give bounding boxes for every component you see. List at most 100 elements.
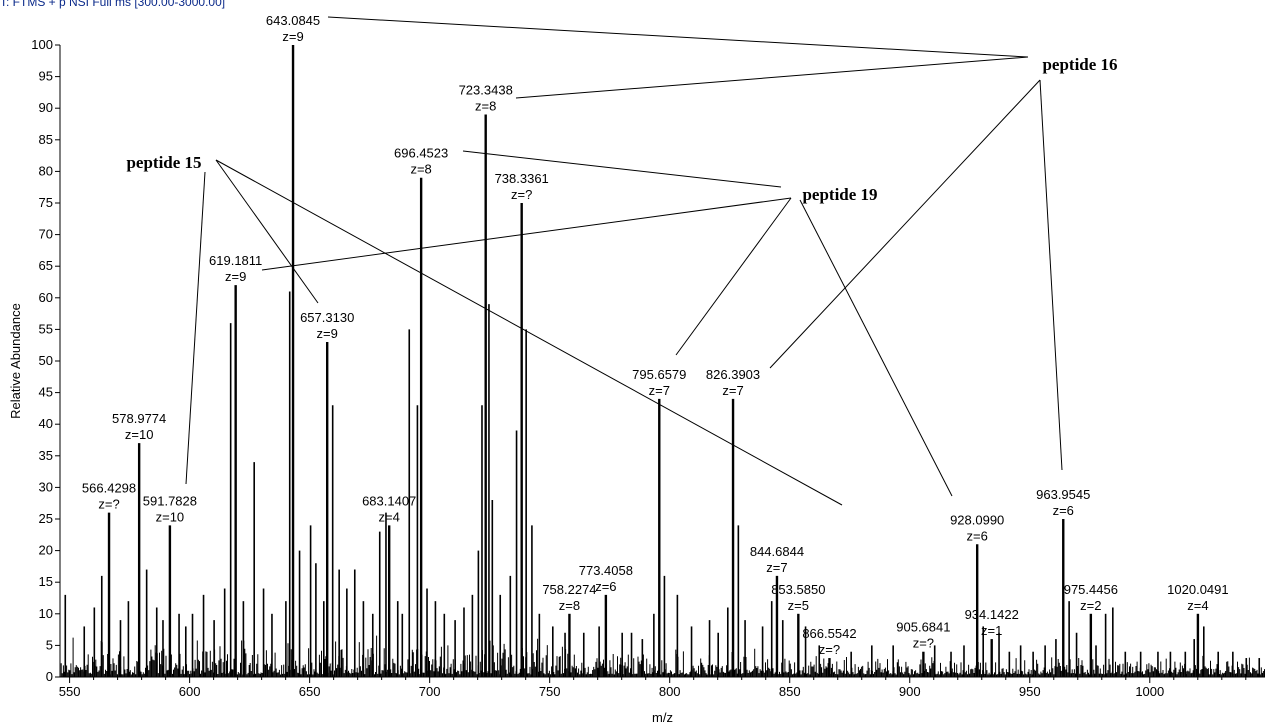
y-tick-label: 70: [39, 227, 53, 242]
y-tick-label: 60: [39, 290, 53, 305]
peak-mz-label: 844.6844: [750, 544, 804, 559]
peak-mz-label: 905.6841: [896, 620, 950, 635]
x-tick-label: 600: [179, 684, 201, 699]
peak-charge-label: z=8: [475, 99, 496, 114]
peptide-connector: [462, 150, 782, 188]
peak-mz-label: 853.5850: [771, 582, 825, 597]
peptide-connector: [327, 16, 1029, 58]
peak-charge-label: z=?: [913, 636, 934, 651]
x-axis-title: m/z: [652, 710, 673, 725]
peak-mz-label: 723.3438: [459, 83, 513, 98]
peak-mz-label: 657.3130: [300, 310, 354, 325]
peak-charge-label: z=4: [379, 509, 400, 524]
peptide-annotations: peptide 15 peptide 16 peptide 19: [126, 16, 1118, 506]
peak-mz-label: 963.9545: [1036, 487, 1090, 502]
y-tick-label: 75: [39, 195, 53, 210]
y-tick-label: 15: [39, 574, 53, 589]
y-tick-label: 20: [39, 543, 53, 558]
x-tick-label: 750: [539, 684, 561, 699]
peak-charge-label: z=1: [981, 623, 1002, 638]
peak-mz-label: 578.9774: [112, 411, 166, 426]
peptide-connector: [185, 171, 206, 485]
peak-charge-label: z=9: [317, 326, 338, 341]
x-tick-label: 900: [899, 684, 921, 699]
x-tick-label: 650: [299, 684, 321, 699]
y-tick-label: 5: [46, 637, 53, 652]
x-tick-label: 950: [1019, 684, 1041, 699]
peptide-connector: [515, 56, 1029, 99]
peak-mz-label: 934.1422: [965, 607, 1019, 622]
peak-mz-label: 696.4523: [394, 146, 448, 161]
peak-mz-label: 683.1407: [362, 493, 416, 508]
peak-mz-label: 773.4058: [579, 563, 633, 578]
chart-axes: 0 5 10 15 20 25 30 35 40 45 50 55 60 65 70 75 80 85 90 95 10…: [31, 37, 1265, 699]
y-tick-label: 55: [39, 321, 53, 336]
y-tick-label: 45: [39, 385, 53, 400]
y-tick-label: 85: [39, 132, 53, 147]
y-tick-label: 0: [46, 669, 53, 684]
peak-mz-label: 1020.0491: [1167, 582, 1228, 597]
peak-labels: 566.4298z=?578.9774z=10591.7828z=10619.1…: [82, 13, 1229, 657]
peak-charge-label: z=2: [1080, 598, 1101, 613]
peak-mz-label: 619.1811: [209, 253, 262, 268]
peptide-connector: [675, 197, 792, 356]
peptide-group-label: peptide 15: [126, 153, 201, 172]
peak-mz-label: 738.3361: [495, 171, 549, 186]
peak-charge-label: z=?: [511, 187, 532, 202]
x-tick-label: 550: [59, 684, 81, 699]
peak-mz-label: 826.3903: [706, 367, 760, 382]
peptide-group-label: peptide 16: [1042, 55, 1117, 74]
peak-charge-label: z=7: [649, 383, 670, 398]
y-tick-label: 65: [39, 258, 53, 273]
y-tick-label: 40: [39, 416, 53, 431]
peak-mz-label: 928.0990: [950, 512, 1004, 527]
peak-charge-label: z=7: [766, 560, 787, 575]
y-tick-label: 90: [39, 100, 53, 115]
peak-charge-label: z=7: [722, 383, 743, 398]
peak-mz-label: 591.7828: [143, 493, 197, 508]
peptide-connector: [215, 159, 319, 304]
y-tick-label: 100: [31, 37, 53, 52]
peak-mz-label: 866.5542: [802, 626, 856, 641]
peak-charge-label: z=8: [410, 162, 431, 177]
peak-mz-label: 795.6579: [632, 367, 686, 382]
y-tick-label: 25: [39, 511, 53, 526]
peptide-connector: [769, 79, 1041, 369]
x-tick-label: 700: [419, 684, 441, 699]
scan-filter-header: T: FTMS + p NSI Full ms [300.00-3000.00]: [0, 0, 226, 9]
peptide-connector: [1039, 79, 1063, 471]
y-tick-label: 50: [39, 353, 53, 368]
peak-charge-label: z=8: [559, 598, 580, 613]
peak-mz-label: 758.2274: [542, 582, 596, 597]
peak-charge-label: z=4: [1187, 598, 1208, 613]
y-tick-label: 95: [39, 69, 53, 84]
peak-charge-label: z=?: [819, 642, 840, 657]
peptide-connector: [261, 197, 792, 271]
peptide-group-label: peptide 19: [802, 185, 877, 204]
baseline-noise: [60, 635, 1265, 677]
peak-charge-label: z=10: [125, 427, 154, 442]
peak-charge-label: z=9: [282, 29, 303, 44]
peak-mz-label: 975.4456: [1064, 582, 1118, 597]
y-tick-label: 80: [39, 163, 53, 178]
peptide-connector: [799, 199, 953, 497]
peak-mz-label: 643.0845: [266, 13, 320, 28]
x-tick-label: 850: [779, 684, 801, 699]
peak-charge-label: z=6: [967, 528, 988, 543]
peak-charge-label: z=6: [595, 579, 616, 594]
spectrum-peaks: [60, 45, 1265, 677]
y-tick-label: 35: [39, 448, 53, 463]
peak-charge-label: z=5: [788, 598, 809, 613]
y-tick-label: 30: [39, 479, 53, 494]
peak-charge-label: z=6: [1053, 503, 1074, 518]
peptide-connector: [215, 159, 843, 506]
peak-charge-label: z=?: [98, 497, 119, 512]
peak-charge-label: z=9: [225, 269, 246, 284]
y-tick-label: 10: [39, 606, 53, 621]
peak-charge-label: z=10: [156, 509, 185, 524]
x-tick-label: 1000: [1135, 684, 1164, 699]
y-axis-title: Relative Abundance: [8, 303, 23, 419]
peak-mz-label: 566.4298: [82, 481, 136, 496]
x-tick-label: 800: [659, 684, 681, 699]
